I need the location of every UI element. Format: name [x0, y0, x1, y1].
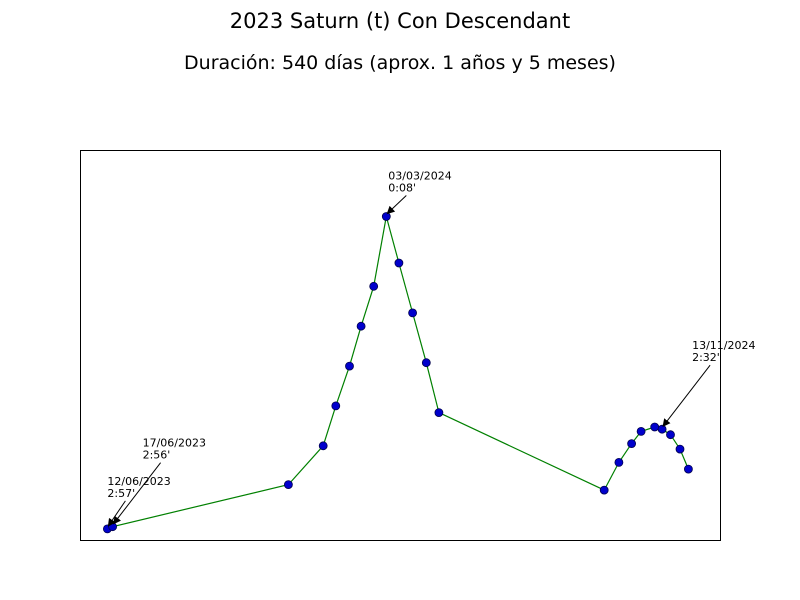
annotation-arrow	[662, 364, 711, 427]
annotation-date: 12/06/2023	[107, 475, 170, 488]
marker-layer	[103, 212, 693, 534]
data-point	[675, 444, 685, 454]
annotation-arrow	[112, 462, 161, 525]
annotation-arrow	[107, 500, 126, 527]
data-point	[666, 430, 675, 440]
data-point	[318, 441, 328, 451]
data-point	[408, 308, 418, 318]
data-point	[434, 408, 444, 418]
data-point	[650, 422, 660, 432]
data-point	[345, 361, 354, 371]
data-point	[614, 457, 624, 467]
data-point	[356, 321, 366, 331]
data-point	[421, 358, 431, 368]
annotation-value: 2:57'	[107, 487, 135, 500]
data-point	[599, 485, 609, 495]
annotation-value: 2:32'	[692, 351, 720, 364]
data-point	[394, 258, 404, 268]
annotation-date: 17/06/2023	[143, 437, 206, 450]
data-point	[657, 424, 667, 434]
annotation-layer: 12/06/20232:57'17/06/20232:56'03/03/2024…	[107, 170, 756, 527]
annotation-arrow	[386, 195, 407, 215]
data-point	[636, 426, 646, 436]
data-point	[369, 281, 379, 291]
data-point	[331, 401, 341, 411]
data-point	[684, 464, 693, 474]
annotation-value: 2:56'	[143, 449, 171, 462]
annotation-date: 13/11/2024	[692, 339, 755, 352]
chart-subtitle: Duración: 540 días (aprox. 1 años y 5 me…	[184, 52, 616, 74]
data-point	[283, 480, 293, 490]
data-point	[627, 439, 636, 449]
annotation-value: 0:08'	[388, 182, 416, 195]
chart-title: 2023 Saturn (t) Con Descendant	[230, 9, 570, 33]
data-point	[381, 212, 391, 221]
plot-frame	[80, 150, 721, 541]
annotation-date: 03/03/2024	[388, 170, 451, 183]
